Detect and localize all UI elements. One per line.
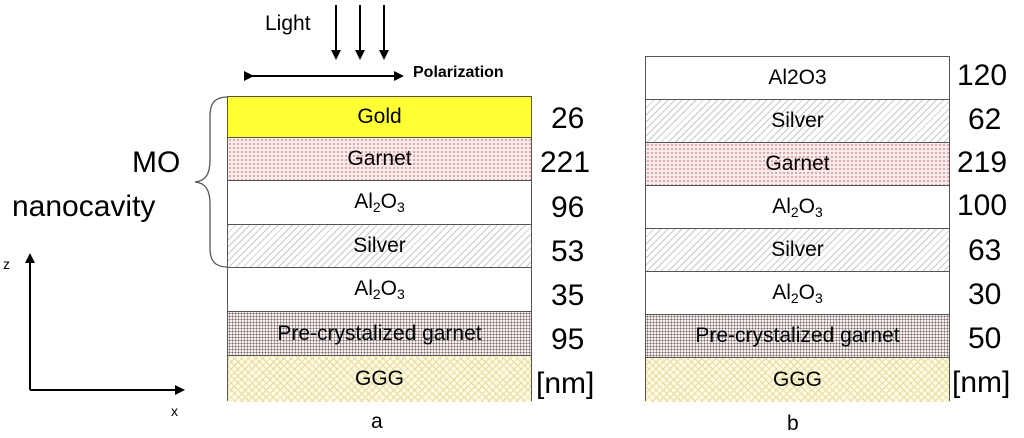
thickness-silver: 63: [968, 234, 1002, 267]
mo-label-line2: nanocavity: [12, 190, 156, 223]
layer-silver-top: Silver: [646, 100, 949, 143]
thickness-al2o3: 96: [551, 191, 585, 224]
thickness-al2o3: 100: [957, 189, 1008, 222]
layer-ggg-substrate: GGG: [228, 356, 531, 402]
layer-pre-crystalized-garnet: Pre-crystalized garnet: [646, 315, 949, 358]
layer-al2o3-lower: Al2O3: [228, 268, 531, 312]
caption-a: a: [371, 410, 383, 433]
thickness-garnet: 221: [540, 146, 591, 179]
mo-nanocavity-brace: [194, 96, 229, 268]
thickness-al2o3-lower: 35: [551, 279, 585, 312]
x-axis-label: x: [171, 403, 178, 419]
layer-al2o3-top: Al2O3: [646, 57, 949, 100]
layer-garnet: Garnet: [646, 143, 949, 186]
thickness-pre-crystalized-garnet: 50: [968, 322, 1002, 355]
layer-gold: Gold: [228, 97, 531, 138]
layer-garnet: Garnet: [228, 138, 531, 181]
layer-silver: Silver: [646, 229, 949, 272]
layer-al2o3: Al2O3: [228, 181, 531, 225]
thickness-al2o3-top: 120: [957, 59, 1008, 92]
unit-label-b: [nm]: [952, 366, 1011, 399]
thickness-al2o3-lower: 30: [968, 278, 1002, 311]
z-axis-label: z: [3, 256, 10, 272]
thickness-pre-crystalized-garnet: 95: [551, 323, 585, 356]
thickness-silver: 53: [551, 235, 585, 268]
caption-b: b: [787, 412, 799, 435]
unit-label-a: [nm]: [536, 367, 595, 400]
mo-label-line1: MO: [132, 146, 181, 179]
layer-al2o3: Al2O3: [646, 186, 949, 229]
thickness-garnet: 219: [957, 146, 1008, 179]
thickness-gold: 26: [551, 102, 585, 135]
layer-al2o3-lower: Al2O3: [646, 272, 949, 315]
layer-stack-b: Al2O3 Silver Garnet Al2O3 Silver Al2O3 P…: [645, 56, 950, 402]
light-label: Light: [265, 12, 311, 35]
polarization-label: Polarization: [413, 64, 504, 81]
layer-ggg-substrate: GGG: [646, 358, 949, 402]
layer-pre-crystalized-garnet: Pre-crystalized garnet: [228, 312, 531, 356]
thickness-silver-top: 62: [968, 103, 1002, 136]
layer-silver: Silver: [228, 225, 531, 268]
layer-stack-a: Gold Garnet Al2O3 Silver Al2O3 Pre-cryst…: [227, 96, 532, 402]
